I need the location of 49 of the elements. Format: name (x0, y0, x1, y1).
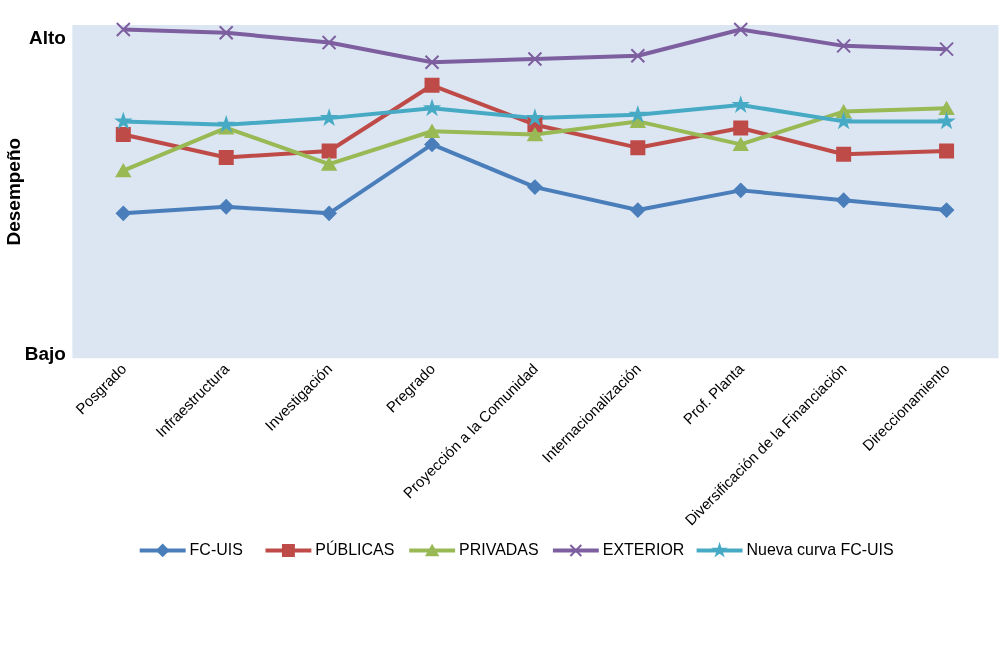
point (114, 111, 133, 129)
point (628, 105, 647, 123)
point (731, 95, 750, 113)
point (218, 199, 234, 215)
point (423, 98, 441, 116)
legend-label: PÚBLICAS (315, 540, 395, 559)
text: Alto (29, 27, 66, 49)
legend-label: EXTERIOR (602, 541, 685, 559)
point (836, 146, 852, 162)
point (321, 157, 337, 171)
point (630, 140, 646, 156)
point (733, 137, 749, 152)
point (937, 111, 956, 130)
point (835, 111, 853, 129)
point (836, 192, 852, 208)
point (733, 120, 749, 136)
legend-label: PRIVADAS (459, 541, 539, 559)
point (527, 51, 543, 67)
point (115, 205, 131, 221)
point (630, 48, 646, 64)
point (733, 182, 749, 198)
point (424, 136, 440, 152)
point (115, 164, 131, 178)
point (115, 127, 131, 143)
point (527, 179, 543, 195)
legend-label: Nueva curva FC-UIS (746, 541, 894, 559)
point (218, 25, 234, 41)
point (424, 77, 440, 93)
point (424, 54, 440, 70)
legend-label: FC-UIS (189, 541, 243, 559)
point (218, 150, 234, 166)
point (939, 41, 955, 57)
point (115, 21, 131, 37)
point (630, 202, 646, 218)
point (527, 127, 543, 142)
point (321, 143, 337, 159)
point (939, 143, 955, 159)
text: Bajo (24, 342, 66, 364)
point (733, 21, 749, 37)
point (320, 108, 338, 126)
point (321, 205, 337, 221)
point (526, 108, 544, 126)
point (424, 124, 440, 138)
point (217, 115, 236, 133)
point (836, 38, 852, 54)
point (939, 202, 955, 218)
y-axis-title: Desempeño (3, 137, 25, 246)
point (321, 35, 337, 51)
point (939, 101, 955, 115)
